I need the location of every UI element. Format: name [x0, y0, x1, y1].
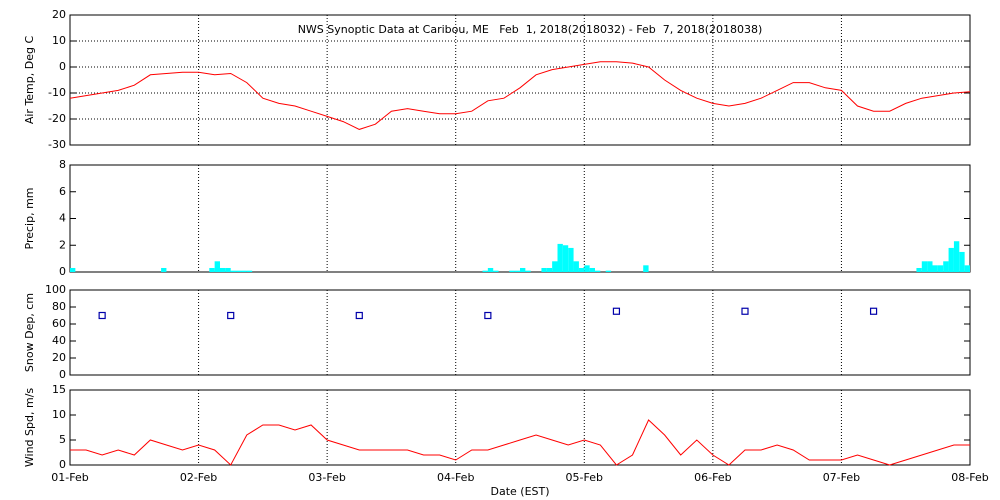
bar: [568, 247, 574, 272]
y-tick-label: -30: [48, 138, 66, 151]
plot-frame: [69, 289, 971, 376]
x-axis-label: Date (EST): [490, 485, 549, 498]
point: [484, 311, 492, 320]
x-tick-label: 07-Feb: [823, 471, 860, 484]
data-line: [70, 419, 970, 466]
y-axis-label: Snow Dep, cm: [23, 293, 36, 372]
plot-frame: [69, 164, 971, 273]
x-tick-label: 02-Feb: [180, 471, 217, 484]
y-tick-label: 0: [59, 60, 66, 73]
bar: [578, 267, 585, 272]
y-tick-label: 4: [59, 212, 66, 225]
bar: [520, 267, 526, 272]
bar: [220, 267, 226, 272]
bar: [509, 270, 515, 272]
x-tick-label: 04-Feb: [437, 471, 474, 484]
y-tick-label: 20: [52, 8, 66, 21]
bar: [493, 270, 499, 272]
y-tick-label: 10: [52, 408, 66, 421]
bar: [643, 265, 649, 272]
point: [869, 307, 878, 315]
y-tick-label: 10: [52, 34, 66, 47]
x-tick-label: 01-Feb: [51, 471, 88, 484]
bar: [927, 261, 933, 272]
chart-title: NWS Synoptic Data at Caribou, ME Feb 1, …: [298, 23, 763, 36]
bar: [241, 270, 247, 272]
bar: [525, 270, 531, 272]
bar: [932, 265, 938, 272]
bar: [595, 270, 601, 272]
y-tick-label: 100: [45, 283, 66, 296]
y-tick-label: 0: [59, 368, 66, 381]
x-tick-label: 08-Feb: [951, 471, 988, 484]
point: [741, 307, 749, 315]
point: [98, 311, 106, 320]
y-tick-label: 60: [52, 317, 66, 330]
bar: [214, 261, 220, 272]
y-axis-label: Wind Spd, m/s: [23, 388, 36, 468]
bar: [552, 261, 558, 272]
bar: [964, 265, 970, 272]
bar: [70, 267, 76, 272]
y-tick-label: 0: [59, 265, 66, 278]
bar: [948, 247, 954, 272]
y-axis-label: Precip, mm: [23, 188, 36, 250]
bar: [209, 267, 215, 272]
bar: [487, 267, 494, 272]
bar: [541, 267, 547, 272]
bar: [161, 267, 167, 272]
bar: [557, 243, 563, 272]
y-axis-label: Air Temp, Deg C: [23, 36, 36, 125]
bar: [937, 265, 944, 272]
data-line: [69, 61, 971, 130]
y-tick-label: 0: [59, 458, 66, 471]
bar: [573, 261, 579, 272]
bar: [246, 270, 253, 272]
y-tick-label: -10: [48, 86, 66, 99]
y-tick-label: 20: [52, 351, 66, 364]
y-tick-label: 15: [52, 383, 66, 396]
bar: [482, 270, 488, 272]
point: [355, 311, 363, 320]
bar: [921, 261, 928, 272]
bar: [236, 270, 242, 272]
bar: [605, 270, 612, 272]
bar: [546, 267, 553, 272]
y-tick-label: 5: [59, 433, 66, 446]
x-tick-label: 06-Feb: [694, 471, 731, 484]
x-tick-label: 05-Feb: [566, 471, 603, 484]
bar: [562, 245, 569, 272]
y-tick-label: 40: [52, 334, 66, 347]
point: [612, 307, 621, 315]
plot-frame: [69, 389, 971, 466]
y-tick-label: 2: [59, 238, 66, 251]
y-tick-label: 8: [59, 158, 66, 171]
bar: [225, 267, 231, 272]
y-tick-label: -20: [48, 112, 66, 125]
bar: [230, 270, 237, 272]
y-tick-label: 6: [59, 185, 66, 198]
bar: [916, 267, 922, 272]
bar: [959, 251, 965, 272]
x-tick-label: 03-Feb: [308, 471, 345, 484]
bar: [953, 241, 960, 272]
point: [227, 311, 235, 320]
bar: [514, 270, 520, 272]
y-tick-label: 80: [52, 300, 66, 313]
bar: [584, 265, 590, 272]
bar: [943, 261, 949, 272]
bar: [589, 267, 595, 272]
